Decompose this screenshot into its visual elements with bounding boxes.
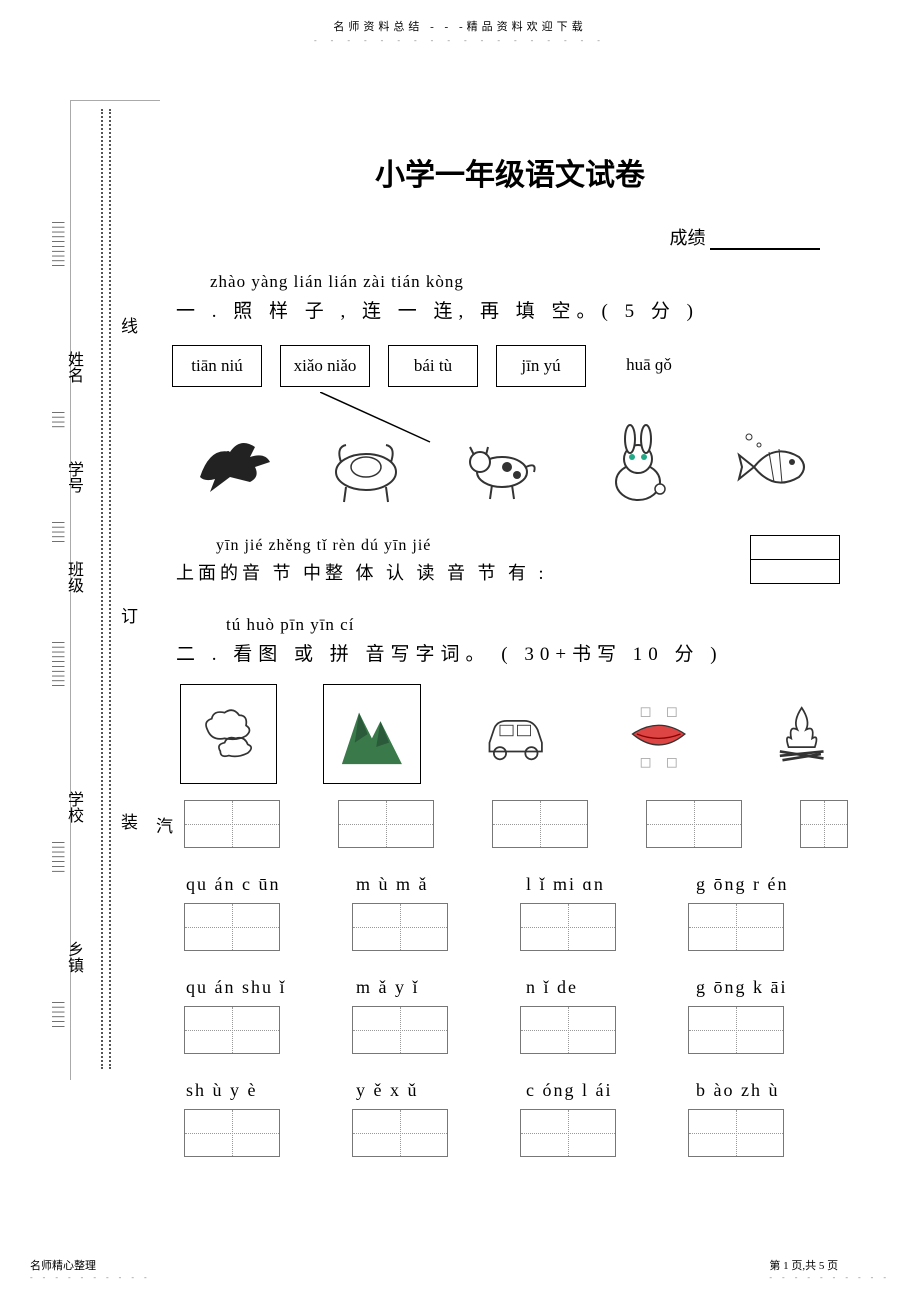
- q2-grid-row-1: [170, 903, 850, 951]
- fish-icon: [724, 417, 824, 517]
- char-grid[interactable]: [184, 1006, 280, 1054]
- pinyin-cell: qu án shu ǐ: [186, 977, 326, 998]
- page-title: 小学一年级语文试卷: [170, 150, 850, 194]
- footer-right-text: 第 1 页,共 5 页: [769, 1257, 890, 1273]
- word-box-1: tiān niú: [172, 345, 262, 387]
- binding-label-class: 班级: [61, 561, 85, 593]
- rabbit-icon: [588, 417, 688, 517]
- q2-pinyin: tú huò pīn yīn cí: [170, 615, 850, 635]
- char-grid[interactable]: [184, 1109, 280, 1157]
- char-grid[interactable]: [688, 1109, 784, 1157]
- q1-word-boxes: tiān niú xiǎo niǎo bái tù jīn yú huā ɡǒ: [170, 345, 850, 387]
- char-grid[interactable]: [800, 800, 848, 848]
- pinyin-cell: b ào zh ù: [696, 1080, 836, 1101]
- char-grid[interactable]: [688, 1006, 784, 1054]
- q2-grid-row-0: [170, 800, 850, 848]
- binding-margin: 乡镇 学校 班级 学号 姓名 |||||||||| |||| ||||| |||…: [70, 100, 160, 1080]
- footer-right: 第 1 页,共 5 页 - - - - - - - - - -: [769, 1257, 890, 1282]
- bird-icon: [180, 417, 280, 517]
- char-grid[interactable]: [352, 1006, 448, 1054]
- content-area: 小学一年级语文试卷 成绩 zhào yàng lián lián zài tiá…: [170, 100, 850, 1157]
- page-footer: 名师精心整理 - - - - - - - - - - 第 1 页,共 5 页 -…: [30, 1257, 890, 1282]
- binding-mark-xian: 线: [115, 317, 140, 334]
- q2-grid-row-3: [170, 1109, 850, 1157]
- binding-dash-5: |||||||: [49, 841, 67, 875]
- pinyin-cell: sh ù y è: [186, 1080, 326, 1101]
- word-box-5: huā ɡǒ: [604, 345, 694, 387]
- car-icon: [467, 684, 564, 784]
- char-grid[interactable]: [184, 800, 280, 848]
- q1-hanzi: 一 . 照 样 子 , 连 一 连, 再 填 空。( 5 分 ): [170, 296, 850, 323]
- pinyin-cell: g ōng k āi: [696, 977, 836, 998]
- word-box-3: bái tù: [388, 345, 478, 387]
- footer-left-text: 名师精心整理: [30, 1257, 151, 1273]
- doc-header-dots: - - - - - - - - - - - - - - - - - -: [0, 36, 920, 45]
- binding-label-school: 学校: [61, 791, 85, 823]
- score-label: 成绩: [170, 224, 850, 250]
- binding-label-number: 学号: [61, 461, 85, 493]
- char-grid[interactable]: [520, 1109, 616, 1157]
- pinyin-cell: g ōng r én: [696, 874, 836, 895]
- binding-dash-6: ||||||: [49, 1001, 67, 1030]
- pinyin-cell: qu án c ūn: [186, 874, 326, 895]
- answer-box-2[interactable]: [750, 559, 840, 584]
- char-grid[interactable]: [338, 800, 434, 848]
- char-grid[interactable]: [352, 903, 448, 951]
- cloud-icon: [180, 684, 277, 784]
- dog-icon: [452, 417, 552, 517]
- pinyin-cell: m ǎ y ǐ: [356, 977, 496, 998]
- binding-mark-ding: 订: [115, 607, 140, 624]
- mountain-icon: [323, 684, 420, 784]
- pinyin-cell: y ě x ǔ: [356, 1080, 496, 1101]
- q1b-answer-boxes[interactable]: [750, 535, 840, 582]
- binding-dash-1: ||||||||||: [49, 221, 67, 269]
- binding-dash-4: ||||||||||: [49, 641, 67, 689]
- q1-subquestion: yīn jié zhěng tǐ rèn dú yīn jié 上面的音 节 中…: [170, 537, 850, 585]
- char-grid[interactable]: [352, 1109, 448, 1157]
- pinyin-cell: n ǐ de: [526, 977, 666, 998]
- doc-header: 名师资料总结 - - -精品资料欢迎下载: [0, 0, 920, 34]
- char-grid[interactable]: [492, 800, 588, 848]
- q1-pinyin: zhào yàng lián lián zài tián kòng: [170, 272, 850, 292]
- score-blank[interactable]: [710, 248, 820, 250]
- char-grid[interactable]: [688, 903, 784, 951]
- binding-label-name: 姓名: [61, 351, 85, 383]
- footer-left: 名师精心整理 - - - - - - - - - -: [30, 1257, 151, 1282]
- footer-right-dots: - - - - - - - - - -: [769, 1273, 890, 1282]
- char-grid[interactable]: [520, 1006, 616, 1054]
- q2-picture-row: [170, 684, 850, 784]
- binding-dotted-lines: [101, 109, 111, 1069]
- char-grid[interactable]: [520, 903, 616, 951]
- q2-pinyin-row-2: qu án shu ǐ m ǎ y ǐ n ǐ de g ōng k āi: [170, 977, 850, 998]
- binding-mark-zhuang: 装: [115, 813, 140, 830]
- q2-pinyin-row-1: qu án c ūn m ù m ǎ l ǐ mi ɑn g ōng r én: [170, 874, 850, 895]
- pinyin-cell: m ù m ǎ: [356, 874, 496, 895]
- q1-images: [170, 417, 850, 517]
- page-container: 乡镇 学校 班级 学号 姓名 |||||||||| |||| ||||| |||…: [70, 100, 860, 1200]
- binding-dash-3: |||||: [49, 521, 67, 545]
- q2-grid-row-2: [170, 1006, 850, 1054]
- q2-hanzi: 二 . 看图 或 拼 音写字词。 ( 30+书写 10 分 ): [170, 639, 850, 666]
- word-box-2: xiǎo niǎo: [280, 345, 370, 387]
- mouth-icon: [610, 684, 707, 784]
- char-grid[interactable]: [184, 903, 280, 951]
- ox-icon: [316, 417, 416, 517]
- answer-box-1[interactable]: [750, 535, 840, 560]
- q1b-hanzi: 上面的音 节 中整 体 认 读 音 节 有 :: [170, 559, 850, 585]
- char-grid[interactable]: [646, 800, 742, 848]
- fire-icon: [753, 684, 850, 784]
- q2-pinyin-row-3: sh ù y è y ě x ǔ c óng l ái b ào zh ù: [170, 1080, 850, 1101]
- word-box-4: jīn yú: [496, 345, 586, 387]
- binding-label-town: 乡镇: [61, 941, 85, 973]
- footer-left-dots: - - - - - - - - - -: [30, 1273, 151, 1282]
- pinyin-cell: l ǐ mi ɑn: [526, 874, 666, 895]
- score-text: 成绩: [670, 228, 706, 248]
- pinyin-cell: c óng l ái: [526, 1080, 666, 1101]
- q1b-pinyin: yīn jié zhěng tǐ rèn dú yīn jié: [170, 537, 850, 555]
- binding-dash-2: ||||: [49, 411, 67, 430]
